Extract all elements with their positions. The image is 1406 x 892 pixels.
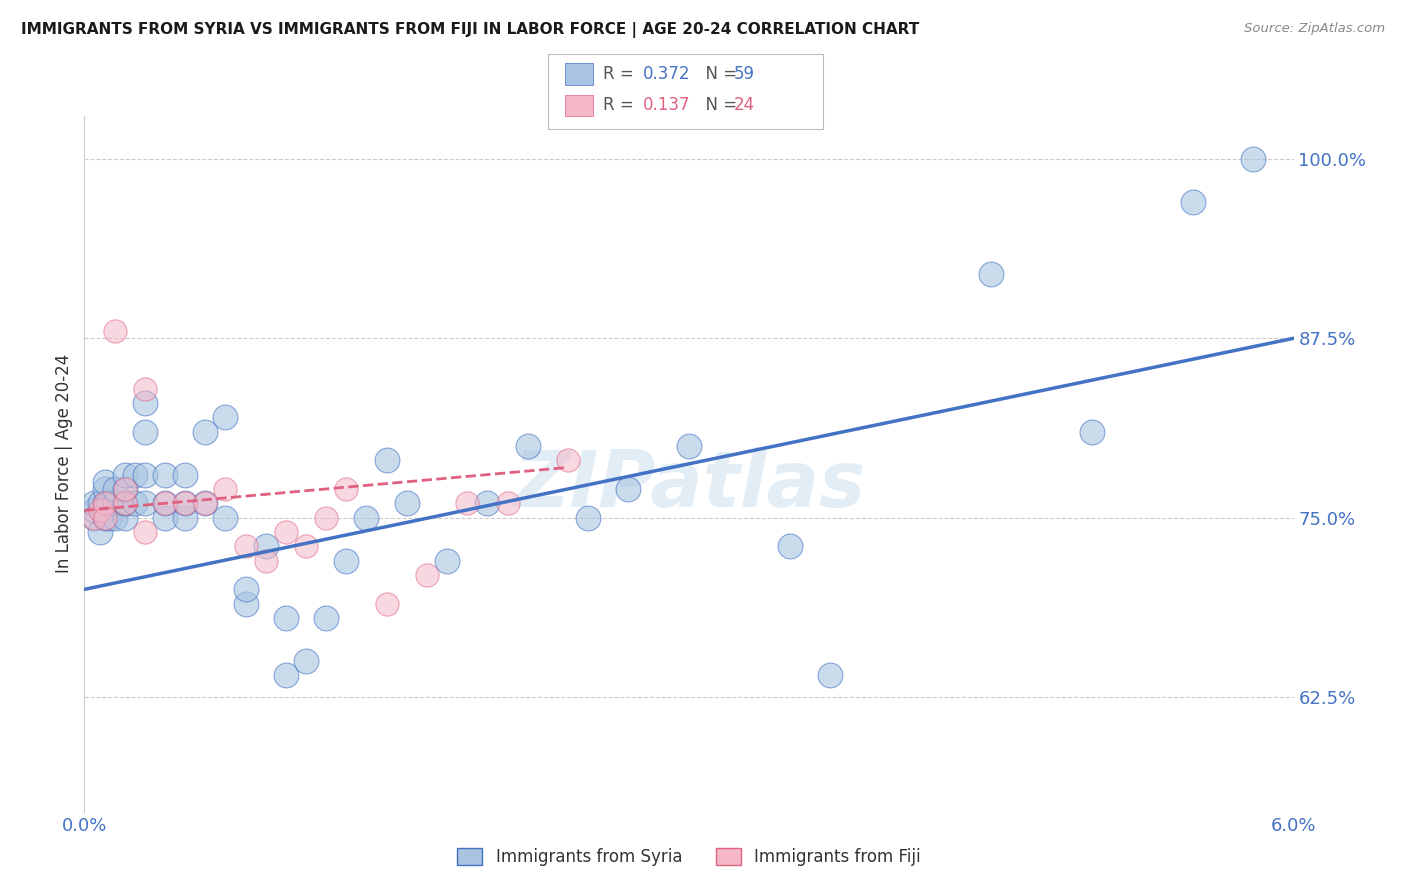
Text: IMMIGRANTS FROM SYRIA VS IMMIGRANTS FROM FIJI IN LABOR FORCE | AGE 20-24 CORRELA: IMMIGRANTS FROM SYRIA VS IMMIGRANTS FROM… — [21, 22, 920, 38]
Point — [93, 496, 115, 510]
Point — [153, 510, 176, 524]
Point — [104, 496, 127, 510]
Y-axis label: In Labor Force | Age 20-24: In Labor Force | Age 20-24 — [55, 354, 73, 574]
Point — [174, 496, 197, 510]
Point — [174, 467, 197, 482]
Point — [235, 539, 257, 553]
Point — [114, 496, 136, 510]
Legend: Immigrants from Syria, Immigrants from Fiji: Immigrants from Syria, Immigrants from F… — [451, 841, 927, 873]
Point — [678, 439, 700, 453]
Point — [93, 482, 115, 496]
Point — [114, 467, 136, 482]
Point — [356, 510, 378, 524]
Point — [89, 496, 111, 510]
Point — [274, 611, 297, 625]
Point — [89, 503, 111, 517]
Point — [104, 324, 127, 338]
Point — [194, 496, 217, 510]
Point — [477, 496, 499, 510]
Point — [114, 510, 136, 524]
Point — [395, 496, 418, 510]
Text: R =: R = — [603, 96, 640, 114]
Point — [274, 524, 297, 539]
Point — [375, 453, 398, 467]
Point — [134, 425, 156, 439]
Point — [315, 611, 337, 625]
Point — [93, 510, 115, 524]
Point — [134, 496, 156, 510]
Text: 59: 59 — [734, 65, 755, 83]
Text: N =: N = — [695, 96, 742, 114]
Point — [114, 496, 136, 510]
Point — [134, 524, 156, 539]
Point — [436, 554, 458, 568]
Point — [557, 453, 579, 467]
Point — [83, 496, 105, 510]
Point — [134, 382, 156, 396]
Text: 0.372: 0.372 — [643, 65, 690, 83]
Point — [335, 554, 357, 568]
Point — [134, 467, 156, 482]
Point — [315, 510, 337, 524]
Point — [254, 539, 277, 553]
Point — [295, 539, 318, 553]
Point — [516, 439, 538, 453]
Point — [617, 482, 640, 496]
Text: ZIPatlas: ZIPatlas — [513, 447, 865, 523]
Point — [83, 503, 105, 517]
Point — [416, 568, 439, 582]
Point — [114, 496, 136, 510]
Point — [83, 510, 105, 524]
Point — [114, 482, 136, 496]
Point — [104, 510, 127, 524]
Point — [214, 482, 236, 496]
Point — [818, 668, 841, 682]
Point — [1081, 425, 1104, 439]
Point — [93, 475, 115, 489]
Point — [104, 482, 127, 496]
Point — [576, 510, 599, 524]
Point — [97, 496, 120, 510]
Text: 0.137: 0.137 — [643, 96, 690, 114]
Point — [214, 510, 236, 524]
Point — [93, 510, 115, 524]
Point — [124, 496, 146, 510]
Point — [456, 496, 478, 510]
Point — [194, 496, 217, 510]
Point — [83, 510, 105, 524]
Point — [1241, 152, 1264, 166]
Point — [89, 524, 111, 539]
Point — [254, 554, 277, 568]
Text: 24: 24 — [734, 96, 755, 114]
Point — [153, 467, 176, 482]
Point — [93, 503, 115, 517]
Point — [1181, 194, 1204, 209]
Text: Source: ZipAtlas.com: Source: ZipAtlas.com — [1244, 22, 1385, 36]
Point — [375, 597, 398, 611]
Point — [174, 510, 197, 524]
Point — [153, 496, 176, 510]
Point — [93, 496, 115, 510]
Point — [134, 396, 156, 410]
Text: N =: N = — [695, 65, 742, 83]
Point — [153, 496, 176, 510]
Point — [335, 482, 357, 496]
Point — [235, 582, 257, 597]
Point — [97, 510, 120, 524]
Point — [114, 482, 136, 496]
Text: R =: R = — [603, 65, 640, 83]
Point — [274, 668, 297, 682]
Point — [235, 597, 257, 611]
Point — [295, 654, 318, 668]
Point — [980, 267, 1002, 281]
Point — [214, 410, 236, 425]
Point — [124, 467, 146, 482]
Point — [174, 496, 197, 510]
Point — [194, 425, 217, 439]
Point — [779, 539, 801, 553]
Point — [496, 496, 519, 510]
